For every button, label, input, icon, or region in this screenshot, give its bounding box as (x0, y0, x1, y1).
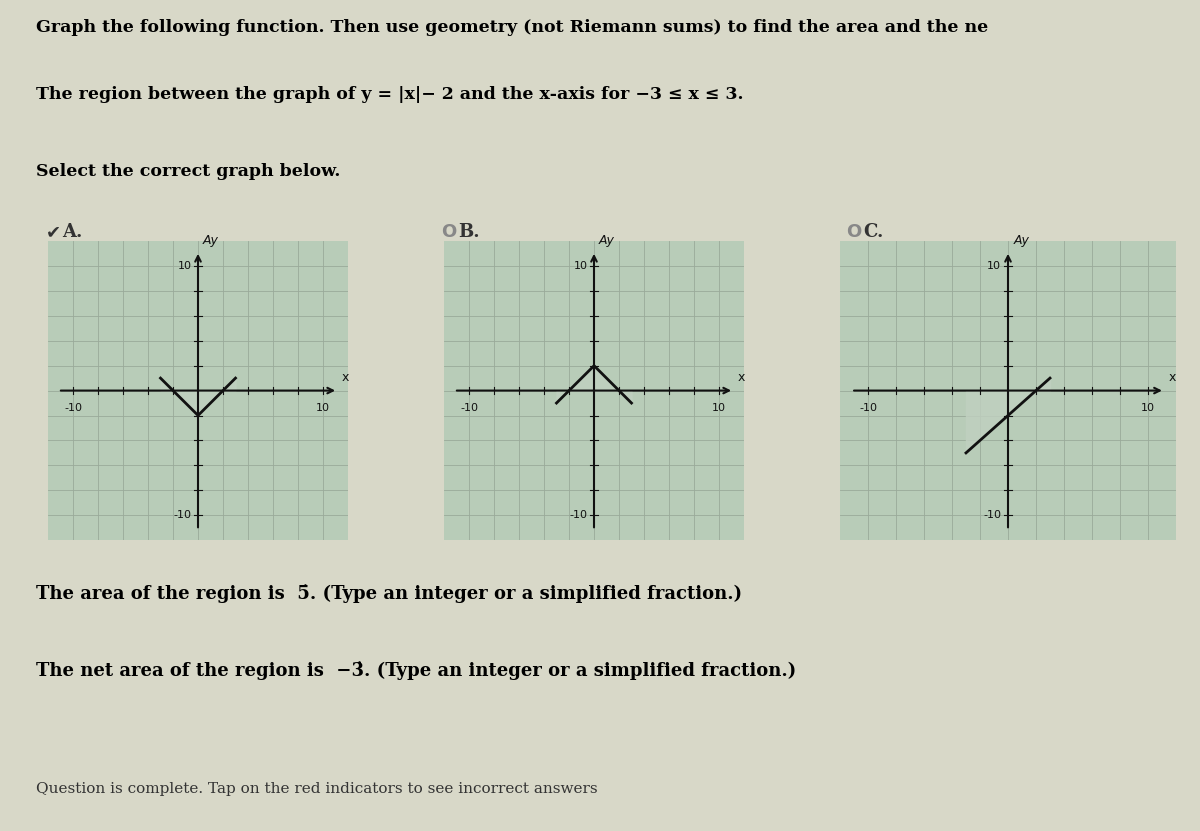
Text: -10: -10 (460, 403, 478, 413)
Text: Graph the following function. Then use geometry (not Riemann sums) to find the a: Graph the following function. Then use g… (36, 18, 989, 36)
Text: x: x (342, 371, 349, 384)
Text: 10: 10 (1141, 403, 1154, 413)
Text: O: O (442, 223, 457, 241)
Text: Ay: Ay (599, 234, 614, 248)
Text: -10: -10 (570, 510, 588, 520)
Text: x: x (1169, 371, 1176, 384)
Text: -10: -10 (983, 510, 1001, 520)
Text: A.: A. (62, 223, 83, 241)
Text: The net area of the region is  −3̇. (Type an integer or a simplified fraction.): The net area of the region is −3̇. (Type… (36, 661, 797, 680)
Text: 10: 10 (178, 261, 192, 271)
Text: 10: 10 (986, 261, 1001, 271)
Text: B.: B. (458, 223, 480, 241)
Text: Question is complete. Tap on the red indicators to see incorrect answers: Question is complete. Tap on the red ind… (36, 782, 598, 795)
Text: Select the correct graph below.: Select the correct graph below. (36, 163, 341, 179)
Text: x: x (738, 371, 745, 384)
Text: C.: C. (863, 223, 883, 241)
Text: ✔: ✔ (46, 223, 61, 241)
Text: The region between the graph of y = |x|− 2 and the x-axis for −3 ≤ x ≤ 3.: The region between the graph of y = |x|−… (36, 86, 744, 103)
Text: The area of the region is  5̇. (Type an integer or a simplified fraction.): The area of the region is 5̇. (Type an i… (36, 584, 742, 603)
Text: -10: -10 (64, 403, 82, 413)
Text: -10: -10 (174, 510, 192, 520)
Text: Ay: Ay (203, 234, 218, 248)
Text: 10: 10 (316, 403, 330, 413)
Text: -10: -10 (859, 403, 877, 413)
Text: 10: 10 (712, 403, 726, 413)
Text: Ay: Ay (1014, 234, 1030, 248)
Text: 10: 10 (574, 261, 588, 271)
Text: O: O (846, 223, 862, 241)
